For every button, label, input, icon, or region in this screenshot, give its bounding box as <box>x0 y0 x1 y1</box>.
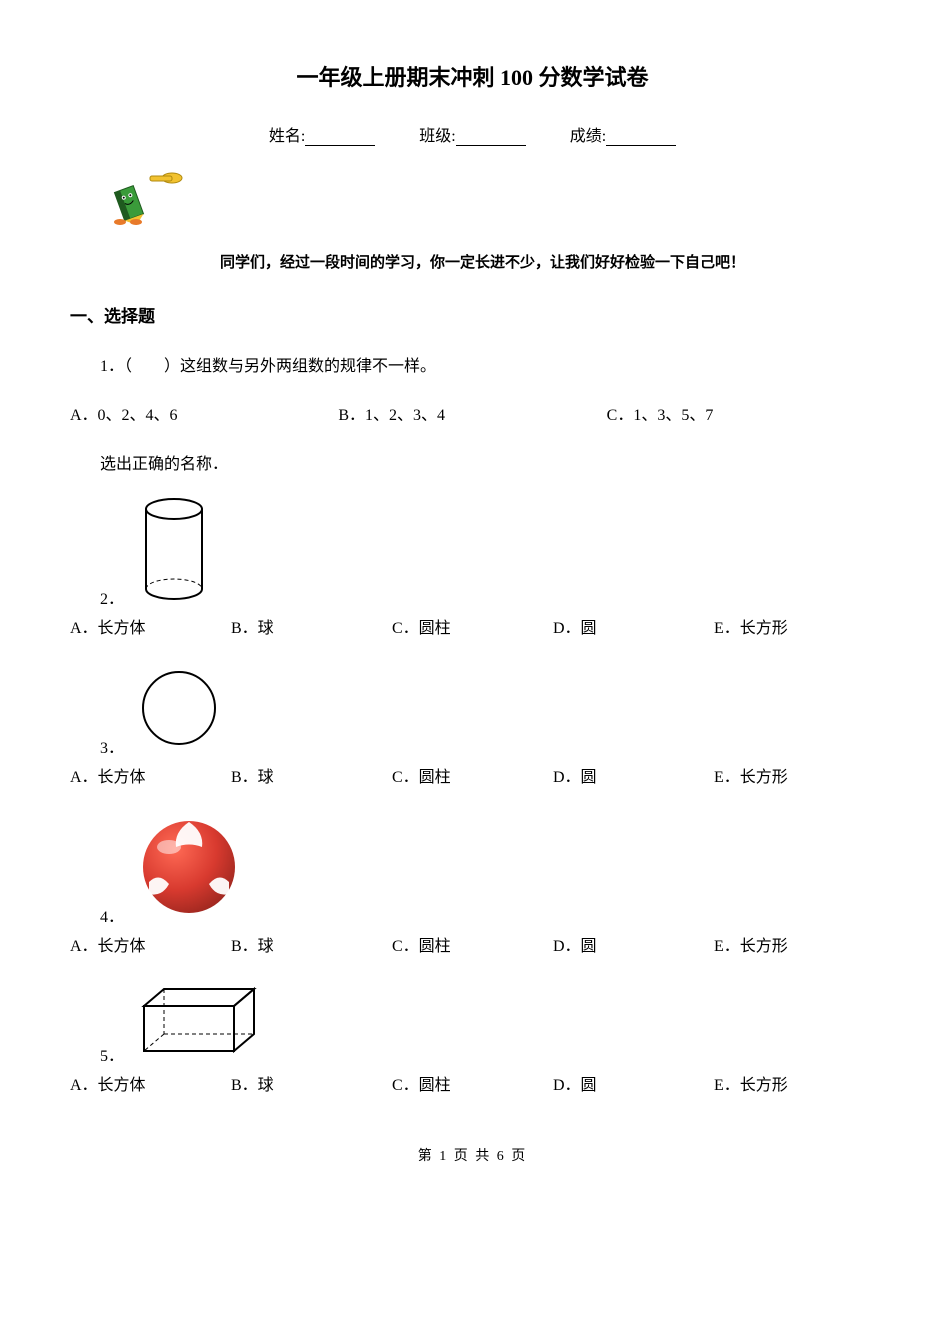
q4-options: A．长方体 B．球 C．圆柱 D．圆 E．长方形 <box>70 932 875 956</box>
q2-opt-c[interactable]: C．圆柱 <box>392 614 553 638</box>
q2-opt-a[interactable]: A．长方体 <box>70 614 231 638</box>
intro-text: 同学们，经过一段时间的学习，你一定长进不少，让我们好好检验一下自己吧！ <box>220 251 875 272</box>
exam-page: 一年级上册期末冲刺 100 分数学试卷 姓名: 班级: 成绩: <box>0 0 945 1205</box>
q2-opt-d[interactable]: D．圆 <box>553 614 714 638</box>
q3-opt-b[interactable]: B．球 <box>231 763 392 787</box>
ball-shape-icon <box>134 812 244 927</box>
name-label: 姓名: <box>269 128 305 145</box>
q4-row: 4． <box>100 812 875 927</box>
score-label: 成绩: <box>570 128 606 145</box>
q3-options: A．长方体 B．球 C．圆柱 D．圆 E．长方形 <box>70 763 875 787</box>
section-1-heading: 一、选择题 <box>70 302 875 327</box>
q3-opt-d[interactable]: D．圆 <box>553 763 714 787</box>
q4-opt-e[interactable]: E．长方形 <box>714 932 875 956</box>
page-footer: 第 1 页 共 6 页 <box>70 1145 875 1165</box>
q2-options: A．长方体 B．球 C．圆柱 D．圆 E．长方形 <box>70 614 875 638</box>
q5-opt-c[interactable]: C．圆柱 <box>392 1071 553 1095</box>
class-label: 班级: <box>419 128 455 145</box>
q4-opt-a[interactable]: A．长方体 <box>70 932 231 956</box>
q1-opt-b[interactable]: B．1、2、3、4 <box>338 401 606 425</box>
q2-number: 2． <box>100 585 124 609</box>
q1-options: A．0、2、4、6 B．1、2、3、4 C．1、3、5、7 <box>70 401 875 425</box>
q1-stem: 1．（ ）这组数与另外两组数的规律不一样。 <box>100 352 875 376</box>
score-blank[interactable] <box>606 131 676 146</box>
q3-opt-e[interactable]: E．长方形 <box>714 763 875 787</box>
q2-opt-b[interactable]: B．球 <box>231 614 392 638</box>
q2-opt-e[interactable]: E．长方形 <box>714 614 875 638</box>
q5-options: A．长方体 B．球 C．圆柱 D．圆 E．长方形 <box>70 1071 875 1095</box>
q4-opt-b[interactable]: B．球 <box>231 932 392 956</box>
class-blank[interactable] <box>456 131 526 146</box>
q4-opt-d[interactable]: D．圆 <box>553 932 714 956</box>
cuboid-shape-icon <box>134 981 264 1066</box>
q3-opt-a[interactable]: A．长方体 <box>70 763 231 787</box>
q5-row: 5． <box>100 981 875 1066</box>
mascot-row <box>100 166 875 231</box>
q1-opt-a[interactable]: A．0、2、4、6 <box>70 401 338 425</box>
pencil-mascot-icon <box>100 166 190 231</box>
q3-number: 3． <box>100 734 124 758</box>
q4-number: 4． <box>100 903 124 927</box>
q5-opt-e[interactable]: E．长方形 <box>714 1071 875 1095</box>
q4-opt-c[interactable]: C．圆柱 <box>392 932 553 956</box>
cylinder-shape-icon <box>134 494 214 609</box>
q3-row: 3． <box>100 663 875 758</box>
q5-number: 5． <box>100 1042 124 1066</box>
q5-opt-a[interactable]: A．长方体 <box>70 1071 231 1095</box>
student-info-row: 姓名: 班级: 成绩: <box>70 122 875 146</box>
circle-shape-icon <box>134 663 224 758</box>
name-blank[interactable] <box>305 131 375 146</box>
q2-row: 2． <box>100 494 875 609</box>
q5-opt-d[interactable]: D．圆 <box>553 1071 714 1095</box>
q5-opt-b[interactable]: B．球 <box>231 1071 392 1095</box>
sub-stem: 选出正确的名称． <box>100 450 875 474</box>
q3-opt-c[interactable]: C．圆柱 <box>392 763 553 787</box>
q1-opt-c[interactable]: C．1、3、5、7 <box>607 401 875 425</box>
page-title: 一年级上册期末冲刺 100 分数学试卷 <box>70 60 875 92</box>
